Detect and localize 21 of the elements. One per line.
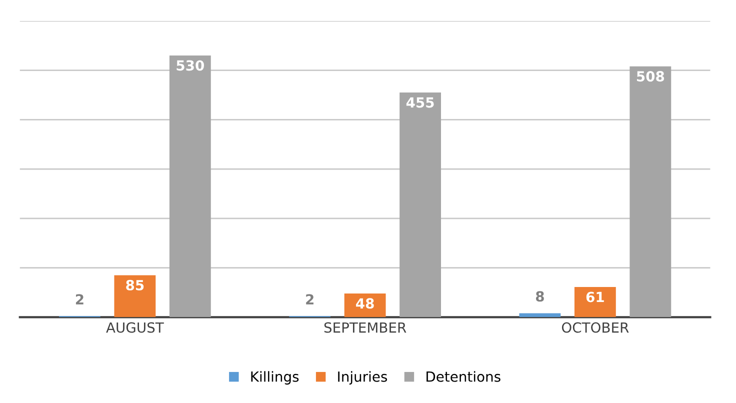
bar [169,56,211,318]
data-label: 85 [126,280,144,290]
legend-label: Killings [251,371,299,385]
data-label: 2 [306,294,314,304]
bar [574,287,616,318]
data-label: 455 [406,97,434,108]
bar [519,313,561,318]
data-label: 48 [356,298,374,309]
bar [400,92,441,318]
bar [114,275,156,318]
x-tick-label: SEPTEMBER [324,322,406,333]
legend-label: Injuries [338,371,388,385]
data-label: 2 [76,294,84,304]
bar [630,66,672,318]
legend-label: Detentions [426,371,500,382]
data-label: 530 [176,60,204,71]
data-label: 508 [636,71,664,82]
data-label: 61 [586,292,604,302]
data-label: 8 [536,291,544,302]
x-tick-label: AUGUST [106,322,164,333]
x-tick-label: OCTOBER [562,322,629,333]
